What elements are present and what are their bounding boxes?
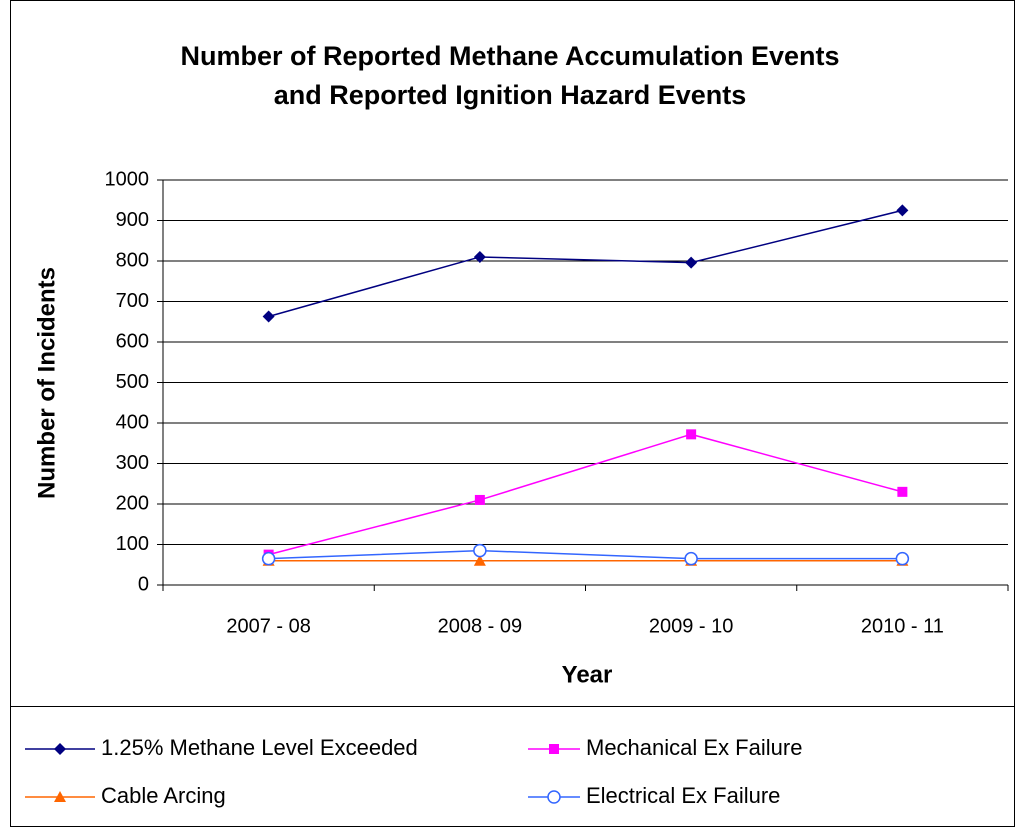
y-tick-label: 700 <box>116 290 149 312</box>
legend-label: 1.25% Methane Level Exceeded <box>101 735 418 760</box>
series-line <box>268 209 903 318</box>
marker <box>54 791 66 802</box>
legend-label: Mechanical Ex Failure <box>586 735 802 760</box>
y-tick-label: 1000 <box>105 168 150 190</box>
chart-border <box>10 0 1015 827</box>
marker <box>473 554 486 566</box>
chart-title: Number of Reported Methane Accumulation … <box>180 41 839 71</box>
marker <box>897 486 908 497</box>
marker <box>54 743 66 755</box>
y-tick-label: 600 <box>116 330 149 352</box>
series-line <box>268 549 903 560</box>
marker <box>895 551 910 566</box>
marker <box>684 551 698 566</box>
x-axis-title: Year <box>562 661 613 688</box>
chart-title: and Reported Ignition Hazard Events <box>274 80 747 110</box>
marker <box>549 744 559 754</box>
y-tick-label: 800 <box>116 249 149 271</box>
marker <box>547 790 561 804</box>
series-line <box>268 433 903 556</box>
legend-box <box>10 706 1015 827</box>
x-tick-label: 2007 - 08 <box>226 615 311 637</box>
marker <box>685 256 698 269</box>
marker <box>686 429 697 440</box>
y-tick-label: 500 <box>116 371 149 393</box>
legend-label: Electrical Ex Failure <box>586 783 780 808</box>
marker <box>474 494 485 505</box>
y-tick-label: 900 <box>116 209 149 231</box>
marker <box>261 551 276 566</box>
y-tick-label: 300 <box>116 452 149 474</box>
y-tick-label: 400 <box>116 411 149 433</box>
legend-label: Cable Arcing <box>101 783 226 808</box>
x-tick-label: 2010 - 11 <box>861 615 944 637</box>
marker <box>473 250 486 263</box>
y-tick-label: 200 <box>116 492 149 514</box>
y-tick-label: 0 <box>138 573 149 595</box>
x-tick-label: 2008 - 09 <box>438 615 523 637</box>
marker <box>896 204 909 217</box>
marker <box>262 310 275 323</box>
y-tick-label: 100 <box>116 533 149 555</box>
y-axis-title: Number of Incidents <box>33 267 60 499</box>
x-tick-label: 2009 - 10 <box>649 615 734 637</box>
marker <box>473 543 487 558</box>
